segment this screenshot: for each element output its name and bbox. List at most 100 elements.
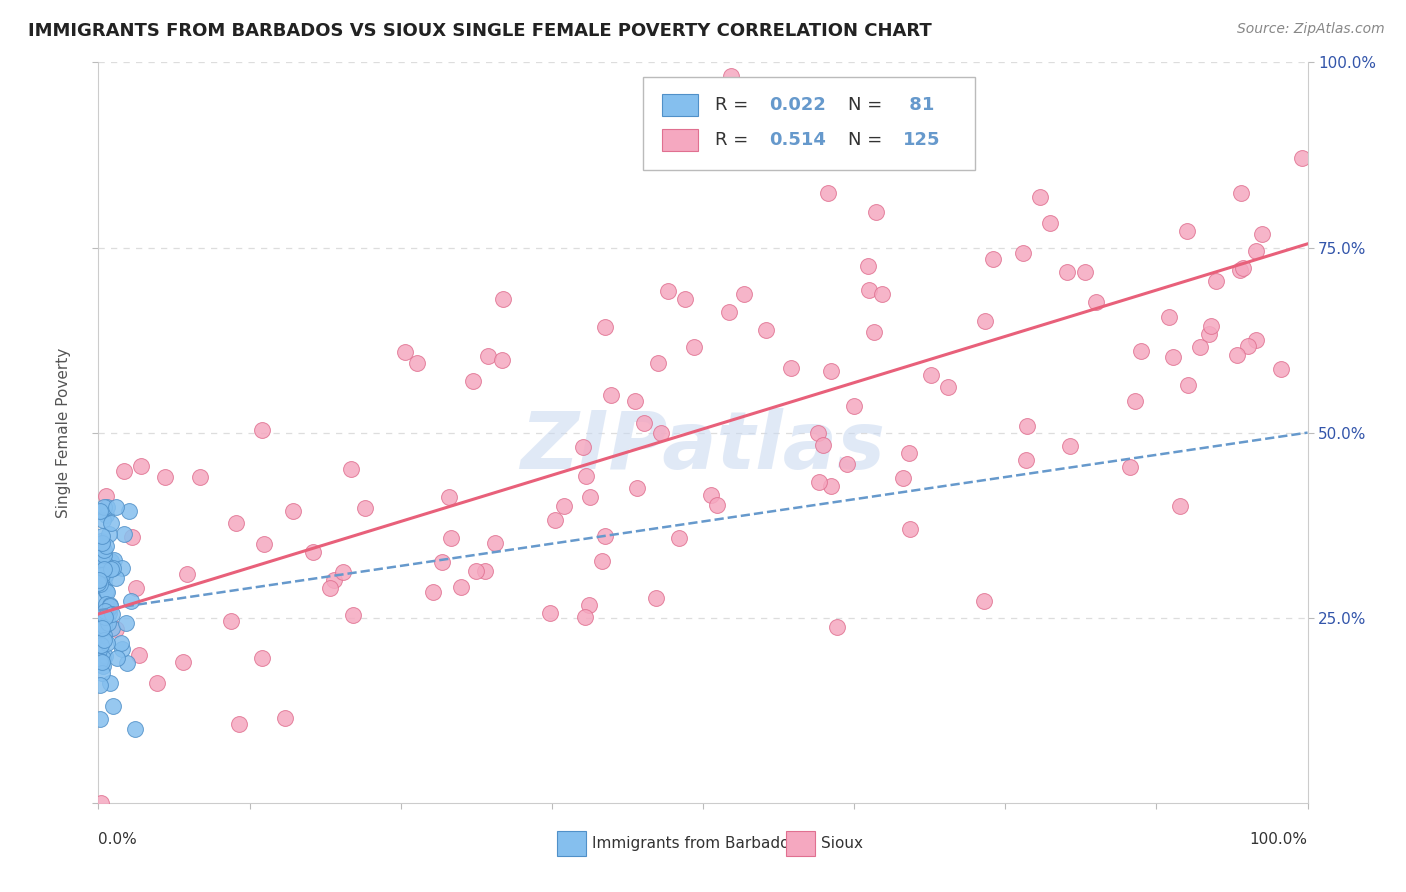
Point bbox=[837, 457, 859, 471]
Point bbox=[683, 340, 706, 354]
Text: R =: R = bbox=[716, 96, 754, 114]
Point bbox=[98, 599, 121, 613]
Point bbox=[93, 500, 115, 514]
Point bbox=[624, 394, 647, 409]
Point bbox=[1130, 344, 1153, 359]
Point bbox=[856, 259, 879, 273]
Point bbox=[673, 293, 696, 307]
Point bbox=[90, 616, 112, 631]
Point bbox=[450, 581, 472, 595]
Point bbox=[1291, 151, 1313, 165]
Point bbox=[593, 529, 616, 543]
Text: IMMIGRANTS FROM BARBADOS VS SIOUX SINGLE FEMALE POVERTY CORRELATION CHART: IMMIGRANTS FROM BARBADOS VS SIOUX SINGLE… bbox=[28, 22, 932, 40]
Point bbox=[97, 600, 120, 615]
Point bbox=[1059, 439, 1081, 453]
Point bbox=[891, 471, 914, 485]
Point bbox=[733, 287, 755, 301]
Point bbox=[90, 621, 112, 635]
Point bbox=[101, 561, 124, 575]
Point bbox=[870, 287, 893, 301]
Point bbox=[93, 611, 115, 625]
Point bbox=[319, 581, 342, 595]
Point bbox=[100, 598, 122, 612]
Point bbox=[96, 635, 118, 649]
Point bbox=[98, 527, 121, 541]
Point bbox=[865, 205, 887, 219]
Point bbox=[94, 610, 117, 624]
Point bbox=[1175, 223, 1198, 237]
Point bbox=[668, 532, 690, 546]
Point bbox=[1199, 319, 1222, 334]
Point bbox=[626, 481, 648, 495]
Point bbox=[463, 374, 485, 388]
Point bbox=[700, 487, 723, 501]
Point bbox=[90, 534, 112, 549]
Point bbox=[538, 607, 561, 621]
Point bbox=[105, 571, 128, 585]
Point bbox=[129, 459, 152, 474]
Point bbox=[100, 516, 122, 530]
Point bbox=[93, 542, 115, 557]
Point bbox=[117, 656, 139, 670]
Point bbox=[253, 537, 276, 551]
Point bbox=[128, 648, 150, 663]
Point bbox=[1229, 263, 1251, 277]
Point bbox=[600, 388, 623, 402]
Point bbox=[657, 284, 679, 298]
Point bbox=[981, 252, 1004, 267]
Point bbox=[219, 614, 242, 628]
Point bbox=[90, 547, 112, 561]
Point bbox=[755, 323, 778, 337]
Point bbox=[94, 558, 117, 572]
Point bbox=[1118, 459, 1140, 474]
Point bbox=[89, 575, 111, 590]
Point bbox=[1056, 265, 1078, 279]
Point bbox=[105, 500, 128, 514]
Point bbox=[1232, 260, 1254, 275]
Point bbox=[90, 615, 112, 629]
Point bbox=[274, 711, 297, 725]
Point bbox=[91, 658, 114, 673]
Point bbox=[302, 545, 325, 559]
Point bbox=[93, 619, 115, 633]
Point bbox=[477, 349, 499, 363]
Point bbox=[1017, 419, 1039, 434]
Point bbox=[117, 504, 139, 518]
Point bbox=[115, 615, 138, 630]
Point bbox=[437, 490, 460, 504]
Text: 81: 81 bbox=[903, 96, 934, 114]
Text: ZIPatlas: ZIPatlas bbox=[520, 409, 886, 486]
Point bbox=[440, 531, 463, 545]
Point bbox=[90, 552, 112, 566]
Point bbox=[112, 526, 135, 541]
Text: Source: ZipAtlas.com: Source: ZipAtlas.com bbox=[1237, 22, 1385, 37]
Point bbox=[100, 554, 122, 568]
Text: N =: N = bbox=[848, 131, 889, 149]
Point bbox=[125, 582, 148, 596]
Point bbox=[578, 598, 600, 612]
Point bbox=[1074, 265, 1097, 279]
Text: 100.0%: 100.0% bbox=[1250, 832, 1308, 847]
Point bbox=[973, 314, 995, 328]
Point bbox=[920, 368, 942, 383]
Text: N =: N = bbox=[848, 96, 889, 114]
Point bbox=[110, 635, 132, 649]
Text: 0.514: 0.514 bbox=[769, 131, 827, 149]
Point bbox=[105, 622, 128, 636]
Point bbox=[574, 468, 596, 483]
Point bbox=[332, 565, 354, 579]
Y-axis label: Single Female Poverty: Single Female Poverty bbox=[56, 348, 72, 517]
Point bbox=[544, 513, 567, 527]
Point bbox=[94, 569, 117, 583]
Point bbox=[1229, 186, 1251, 201]
Text: 0.022: 0.022 bbox=[769, 96, 827, 114]
Point bbox=[176, 567, 198, 582]
Point bbox=[1244, 333, 1267, 347]
Point bbox=[717, 304, 740, 318]
Point bbox=[1270, 362, 1292, 376]
Point bbox=[90, 796, 112, 810]
Point bbox=[101, 621, 124, 635]
Point bbox=[645, 591, 668, 606]
Point bbox=[1085, 294, 1108, 309]
Point bbox=[145, 675, 167, 690]
